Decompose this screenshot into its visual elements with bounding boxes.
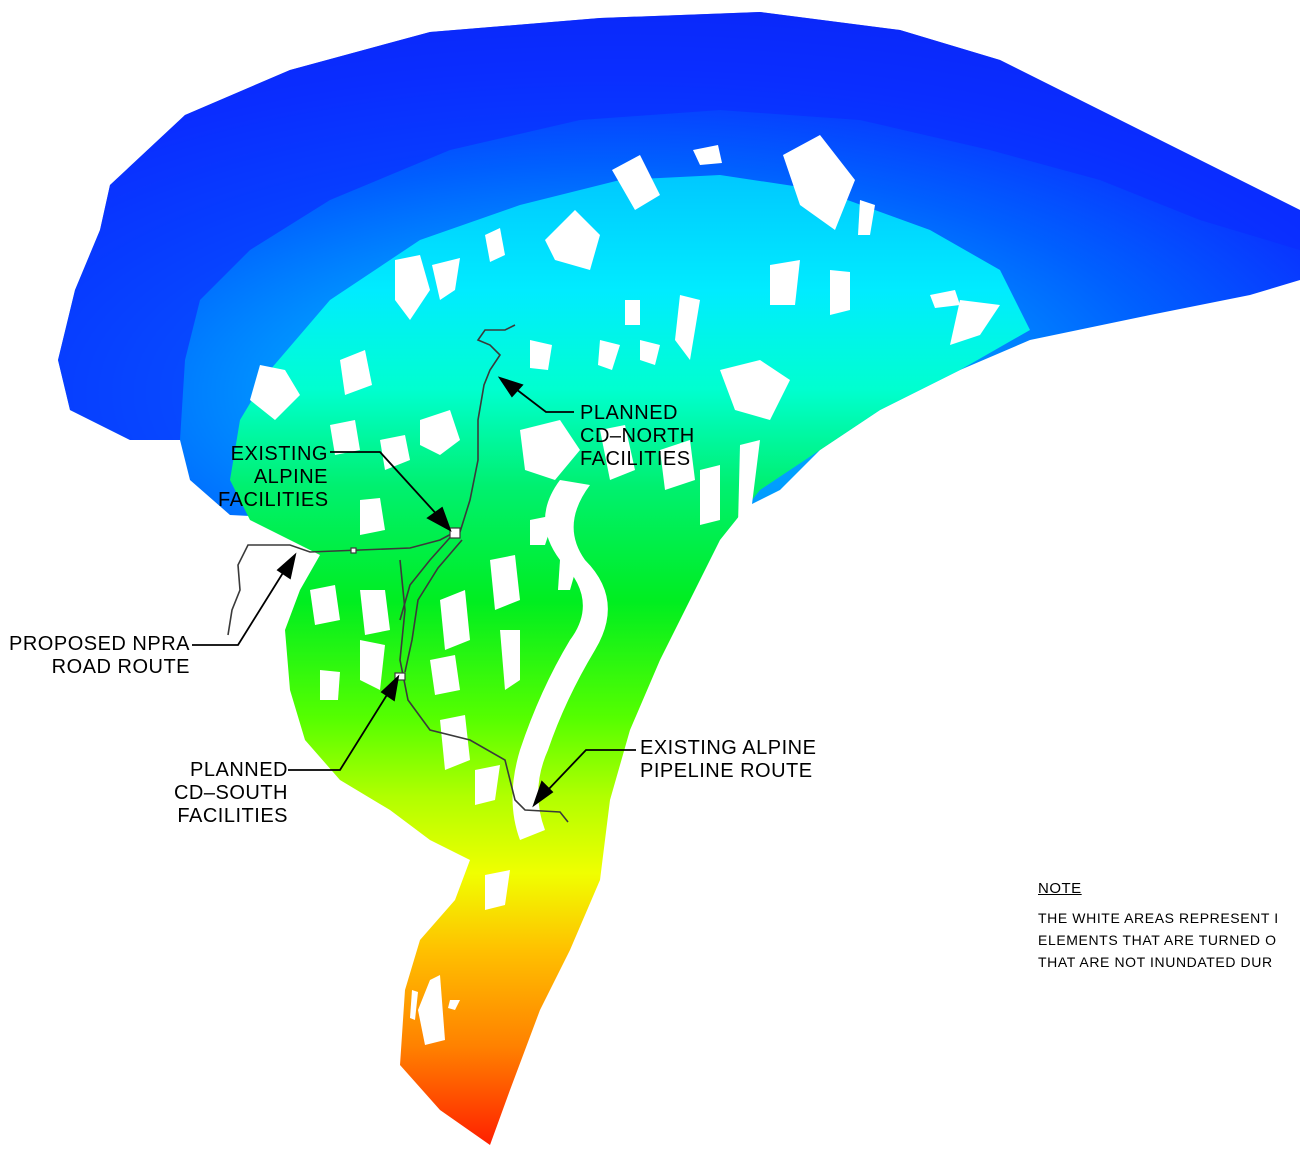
facility-pads — [350, 527, 461, 681]
label-line: ALPINE — [253, 466, 328, 488]
note-line: THAT ARE NOT INUNDATED DUR — [1038, 954, 1273, 970]
note-body: THE WHITE AREAS REPRESENT I ELEMENTS THA… — [1038, 907, 1300, 973]
note-line: THE WHITE AREAS REPRESENT I — [1038, 910, 1279, 926]
note-line: ELEMENTS THAT ARE TURNED O — [1038, 932, 1277, 948]
label-line: PLANNED — [190, 759, 288, 781]
label-alpine-facilities: EXISTING ALPINE FACILITIES — [218, 443, 328, 512]
label-line: EXISTING ALPINE — [640, 737, 817, 759]
label-npra-road: PROPOSED NPRA ROAD ROUTE — [6, 633, 190, 679]
label-line: CD–SOUTH — [173, 782, 288, 804]
label-pipeline: EXISTING ALPINE PIPELINE ROUTE — [640, 737, 816, 783]
label-line: EXISTING — [230, 443, 328, 465]
northern-band — [58, 12, 1300, 440]
npra-road-route-line — [227, 531, 456, 636]
cd-north-road-line — [459, 324, 516, 533]
label-line: FACILITIES — [218, 489, 329, 511]
leader-lines — [192, 376, 636, 808]
label-line: PLANNED — [580, 402, 678, 424]
label-line: FACILITIES — [580, 448, 691, 470]
alpine-pipeline-route-line — [399, 559, 569, 823]
label-line: PIPELINE ROUTE — [640, 760, 813, 782]
dry-areas — [250, 135, 1000, 1045]
label-cd-north: PLANNED CD–NORTH FACILITIES — [580, 402, 695, 471]
label-line: FACILITIES — [177, 805, 288, 827]
note-heading: NOTE — [1038, 880, 1082, 897]
infrastructure-routes — [227, 324, 569, 823]
label-line: PROPOSED NPRA — [9, 633, 190, 655]
label-line: ROAD ROUTE — [51, 656, 190, 678]
label-line: CD–NORTH — [580, 425, 695, 447]
label-cd-south: PLANNED CD–SOUTH FACILITIES — [160, 759, 288, 828]
